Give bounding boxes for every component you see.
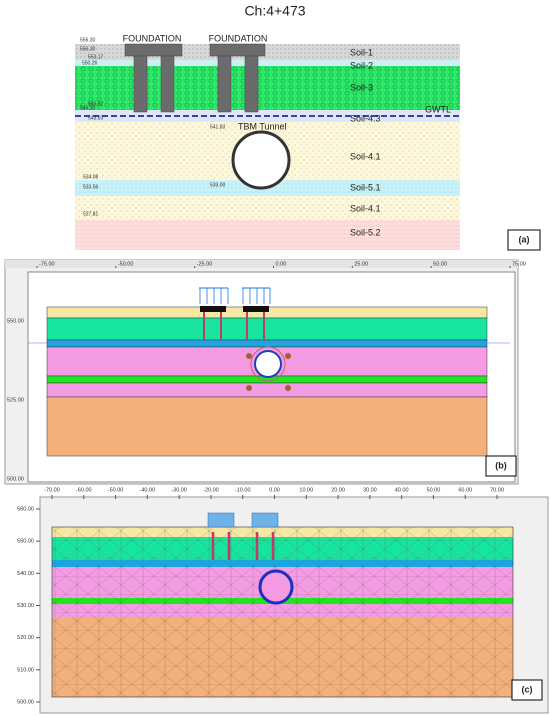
elevation-label: 556.30 [80,37,96,43]
ruler [5,260,518,268]
panel-a: FOUNDATION FOUNDATION Soil-1 Soil-2 Soil… [75,33,541,251]
rulers: -75.00 -50.00 -25.00 0.00 25.00 50.00 75.00 550… [5,260,526,482]
elevation-label: 556.30 [80,46,96,52]
title: Ch:4+473 [244,3,305,19]
soil-layer [75,220,460,250]
tag: (c) [522,684,533,694]
gwt-label: GWTL [425,104,451,114]
ruler-label: 30.00 [363,487,377,493]
ruler-label: -50.00 [118,261,134,267]
label: FOUNDATION [209,33,268,43]
tunnel [231,130,291,190]
ruler-label: 10.00 [299,487,313,493]
elevation-label: 541.83 [210,124,226,130]
foundation-loads [207,512,279,560]
ruler-label: -30.00 [171,487,187,493]
soil-label: Soil-5.1 [350,182,381,192]
ruler-label: -60.00 [76,487,92,493]
ruler-label: 525.00 [7,397,24,403]
ruler-label: -25.00 [197,261,213,267]
elevation-label: 543.83 [88,115,104,121]
tunnel-label: TBM Tunnel [238,121,287,131]
ruler-label: 530.00 [17,603,34,609]
ruler-label: 50.00 [427,487,441,493]
ruler-label: 50.00 [433,261,447,267]
elevation-label: 545.02 [88,101,104,107]
label: FOUNDATION [123,33,182,43]
soil-label: Soil-4.1 [350,203,381,213]
ruler-label: 560.00 [17,506,34,512]
tag-box [507,229,541,251]
tag: (a) [519,234,530,244]
soil-label: Soil-4.1 [350,151,381,161]
ruler-label: 70.00 [490,487,504,493]
ruler-label: 20.00 [331,487,345,493]
elevation-label: 553.17 [88,54,104,60]
ruler-label: 550.00 [7,318,24,324]
ruler-label: -10.00 [235,487,251,493]
soil-texture [75,196,460,220]
ruler-label: 550.00 [17,539,34,545]
panel-c: -70.00 -60.00 -50.00 -40.00 -30.00 -20.00 -10.… [17,487,549,714]
rulers: -70.00 -60.00 -50.00 -40.00 -30.00 -20.00 -10.… [17,487,504,705]
ruler-label: 500.00 [17,699,34,705]
ruler-label: 25.00 [354,261,368,267]
tag: (b) [495,460,507,470]
foundations [124,43,266,113]
elevation-label: 546.10 [80,105,96,111]
foundation-loads [199,287,271,340]
elevation-label: 533.56 [83,184,99,190]
ruler-label: 0.00 [276,261,287,267]
mesh [51,526,514,698]
ruler-label: -20.00 [203,487,219,493]
panel-b: -75.00 -50.00 -25.00 0.00 25.00 50.00 75.00 550… [4,259,526,485]
ruler-label: 40.00 [395,487,409,493]
soil-layer [75,60,460,66]
ruler-label: 0.00 [269,487,280,493]
soil-layer [75,66,460,110]
soil-label: Soil-2 [350,60,373,70]
tunnel [254,350,282,378]
elevation-label: 533.00 [210,182,226,188]
ruler-label: -40.00 [140,487,156,493]
ruler-label: 540.00 [17,571,34,577]
elevation-label: 527.81 [83,211,99,217]
soil-label: Soil-1 [350,47,373,57]
ruler-label: 510.00 [17,667,34,673]
elevation-label: 550.26 [82,60,98,66]
ruler-label: -50.00 [108,487,124,493]
soil-label: Soil-5.2 [350,227,381,237]
ruler-label: 500.00 [7,476,24,482]
ruler-label: 60.00 [458,487,472,493]
soil-label: Soil-4.3 [350,113,381,123]
elevation-label: 534.08 [83,174,99,180]
ruler-label: 75.00 [512,261,526,267]
ruler-label: -75.00 [39,261,55,267]
ruler-label: 520.00 [17,635,34,641]
soil-label: Soil-3 [350,82,373,92]
tunnel [258,569,294,605]
ruler-label: -70.00 [44,487,60,493]
